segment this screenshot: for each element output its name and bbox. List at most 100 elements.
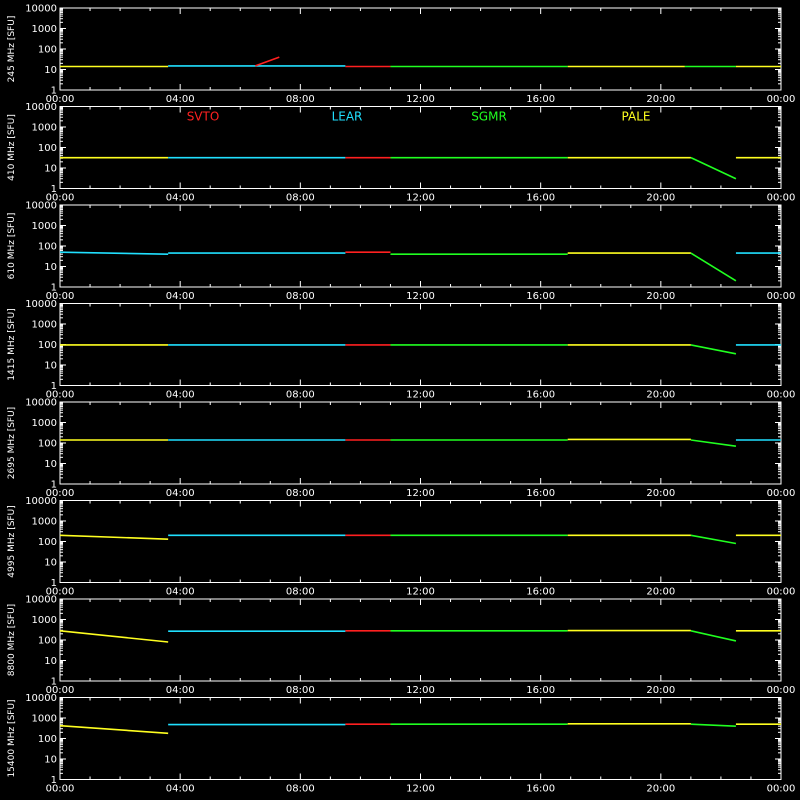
x-tick-label: 00:00: [767, 685, 796, 696]
x-tick-label: 16:00: [526, 784, 555, 795]
y-tick-label: 1: [51, 86, 57, 97]
series-sgmr-line: [690, 156, 737, 180]
panel-frame: [59, 598, 782, 682]
y-tick-label: 1000: [32, 221, 57, 232]
y-tick-label: 1000: [32, 714, 57, 725]
x-tick-label: 12:00: [406, 685, 435, 696]
series-pale-line: [59, 724, 169, 735]
y-axis-label: 1415 MHz [SFU]: [7, 308, 17, 380]
y-tick-label: 10000: [25, 201, 57, 212]
y-tick-label: 1: [51, 480, 57, 491]
legend-svto: SVTO: [187, 110, 220, 124]
x-tick-label: 08:00: [286, 193, 315, 204]
y-axis-label: 4995 MHz [SFU]: [7, 505, 17, 577]
y-axis-label: 410 MHz [SFU]: [7, 114, 17, 181]
x-tick-label: 20:00: [646, 193, 675, 204]
x-tick-label: 16:00: [526, 291, 555, 302]
y-tick-label: 100: [38, 45, 57, 56]
x-tick-label: 08:00: [286, 685, 315, 696]
x-tick-label: 04:00: [166, 94, 195, 105]
y-tick-label: 100: [38, 439, 57, 450]
series-sgmr-line: [690, 344, 737, 355]
x-tick-label: 04:00: [166, 784, 195, 795]
y-tick-label: 100: [38, 734, 57, 745]
y-tick-label: 1000: [32, 615, 57, 626]
x-tick-label: 00:00: [46, 587, 75, 598]
x-tick-label: 00:00: [46, 685, 75, 696]
x-tick-label: 00:00: [46, 488, 75, 499]
y-tick-label: 1: [51, 578, 57, 589]
panel-frame: [59, 106, 782, 189]
y-tick-label: 100: [38, 143, 57, 154]
y-tick-label: 10: [44, 656, 57, 667]
y-tick-label: 10000: [25, 496, 57, 507]
x-tick-label: 04:00: [166, 587, 195, 598]
x-tick-label: 04:00: [166, 488, 195, 499]
y-tick-label: 1000: [32, 24, 57, 35]
x-tick-label: 16:00: [526, 488, 555, 499]
x-tick-label: 20:00: [646, 291, 675, 302]
y-tick-label: 10: [44, 459, 57, 470]
series-sgmr-line: [690, 630, 737, 642]
y-axis-label: 15400 MHz [SFU]: [7, 699, 17, 777]
y-axis-label: 245 MHz [SFU]: [7, 16, 17, 83]
legend-sgmr: SGMR: [471, 110, 507, 124]
y-tick-label: 100: [38, 537, 57, 548]
x-tick-label: 16:00: [526, 587, 555, 598]
x-tick-label: 00:00: [767, 94, 796, 105]
x-tick-label: 12:00: [406, 291, 435, 302]
y-tick-label: 10000: [25, 299, 57, 310]
y-axis-label: 2695 MHz [SFU]: [7, 407, 17, 479]
y-tick-label: 10: [44, 361, 57, 372]
legend-lear: LEAR: [332, 110, 363, 124]
x-tick-label: 00:00: [767, 784, 796, 795]
x-tick-label: 16:00: [526, 193, 555, 204]
y-tick-label: 10: [44, 558, 57, 569]
y-tick-label: 10000: [25, 595, 57, 606]
x-tick-label: 16:00: [526, 685, 555, 696]
x-tick-label: 04:00: [166, 390, 195, 401]
x-tick-label: 20:00: [646, 94, 675, 105]
y-tick-label: 10000: [25, 398, 57, 409]
x-tick-label: 12:00: [406, 390, 435, 401]
x-tick-label: 08:00: [286, 587, 315, 598]
y-tick-label: 1: [51, 283, 57, 294]
y-tick-label: 1: [51, 677, 57, 688]
y-tick-label: 10000: [25, 4, 57, 15]
y-tick-label: 1: [51, 381, 57, 392]
x-tick-label: 08:00: [286, 291, 315, 302]
panel-frame: [59, 697, 782, 780]
series-sgmr-line: [690, 723, 736, 727]
x-tick-label: 08:00: [286, 488, 315, 499]
series-lear-line: [59, 251, 169, 255]
x-tick-label: 00:00: [767, 291, 796, 302]
x-tick-label: 00:00: [46, 784, 75, 795]
y-tick-label: 10: [44, 755, 57, 766]
x-tick-label: 00:00: [767, 587, 796, 598]
y-tick-label: 1000: [32, 517, 57, 528]
y-tick-label: 1: [51, 184, 57, 195]
y-tick-label: 10: [44, 262, 57, 273]
y-tick-label: 10000: [25, 102, 57, 113]
y-tick-label: 10: [44, 164, 57, 175]
y-tick-label: 1: [51, 775, 57, 786]
x-tick-label: 00:00: [767, 488, 796, 499]
x-tick-label: 00:00: [46, 193, 75, 204]
x-tick-label: 20:00: [646, 488, 675, 499]
x-tick-label: 04:00: [166, 685, 195, 696]
y-tick-label: 1000: [32, 320, 57, 331]
x-tick-label: 12:00: [406, 488, 435, 499]
x-tick-label: 00:00: [46, 291, 75, 302]
panel-frame: [59, 500, 782, 583]
y-tick-label: 10: [44, 65, 57, 76]
series-sgmr-line: [690, 534, 737, 545]
x-tick-label: 00:00: [767, 193, 796, 204]
y-tick-label: 1000: [32, 418, 57, 429]
x-tick-label: 16:00: [526, 94, 555, 105]
panel-frame: [59, 401, 782, 485]
panel-frame: [59, 204, 782, 288]
x-tick-label: 04:00: [166, 193, 195, 204]
x-tick-label: 12:00: [406, 193, 435, 204]
x-tick-label: 08:00: [286, 784, 315, 795]
x-tick-label: 00:00: [46, 94, 75, 105]
